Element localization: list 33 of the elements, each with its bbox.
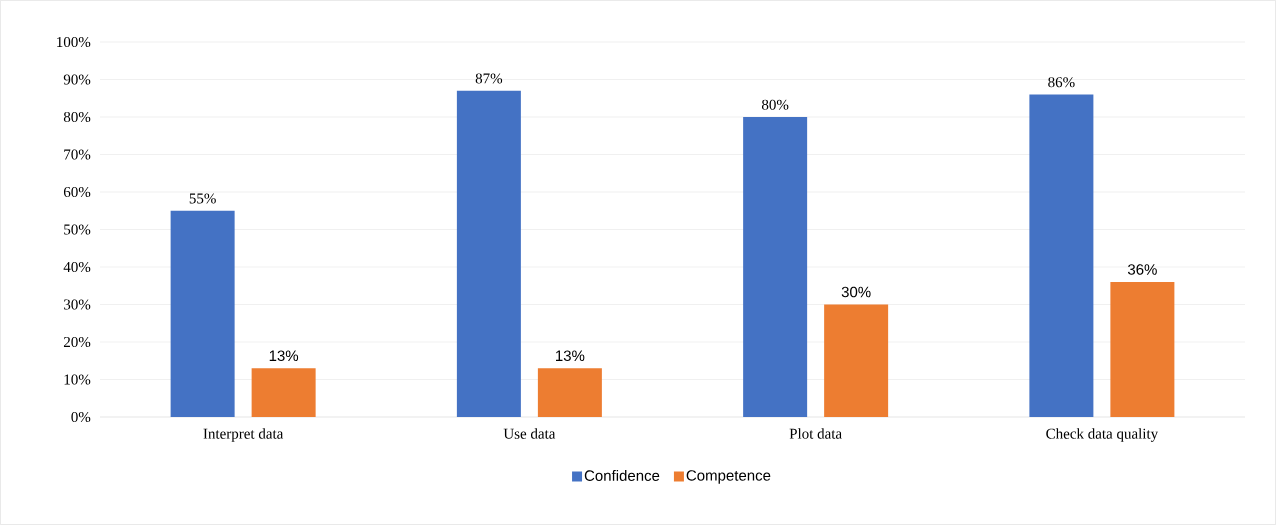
- legend-label: Confidence: [584, 469, 660, 481]
- bar: [251, 368, 316, 417]
- x-tick-label: Plot data: [789, 428, 842, 439]
- y-tick-label: 80%: [63, 111, 91, 123]
- y-tick-label: 70%: [64, 149, 91, 160]
- y-tick-label: 100%: [57, 36, 91, 48]
- x-tick-label: Interpret data: [203, 428, 284, 442]
- data-label: 13%: [269, 350, 299, 362]
- data-label: 55%: [189, 193, 216, 204]
- bar: [824, 304, 889, 417]
- y-tick-label: 30%: [64, 299, 91, 310]
- data-label: 13%: [556, 350, 585, 362]
- y-tick-label: 60%: [63, 186, 91, 198]
- y-tick-label: 40%: [63, 261, 91, 273]
- y-tick-label: 20%: [63, 336, 91, 348]
- x-tick-label: Check data quality: [1046, 428, 1159, 442]
- data-label: 36%: [1127, 264, 1157, 275]
- bar: [170, 210, 235, 417]
- data-label: 87%: [475, 73, 503, 84]
- bar: [743, 117, 808, 417]
- data-label: 30%: [841, 286, 871, 298]
- x-tick-label: Use data: [503, 428, 556, 439]
- data-label: 86%: [1048, 77, 1075, 88]
- bar: [1029, 94, 1094, 417]
- legend-label: Competence: [686, 470, 771, 484]
- y-tick-label: 50%: [64, 224, 91, 235]
- y-tick-label: 90%: [63, 74, 91, 85]
- y-tick-label: 0%: [71, 411, 91, 423]
- bar: [537, 368, 602, 417]
- y-tick-label: 10%: [64, 374, 91, 385]
- data-label: 80%: [761, 99, 789, 110]
- bar: [1110, 282, 1175, 417]
- bar: [456, 90, 521, 417]
